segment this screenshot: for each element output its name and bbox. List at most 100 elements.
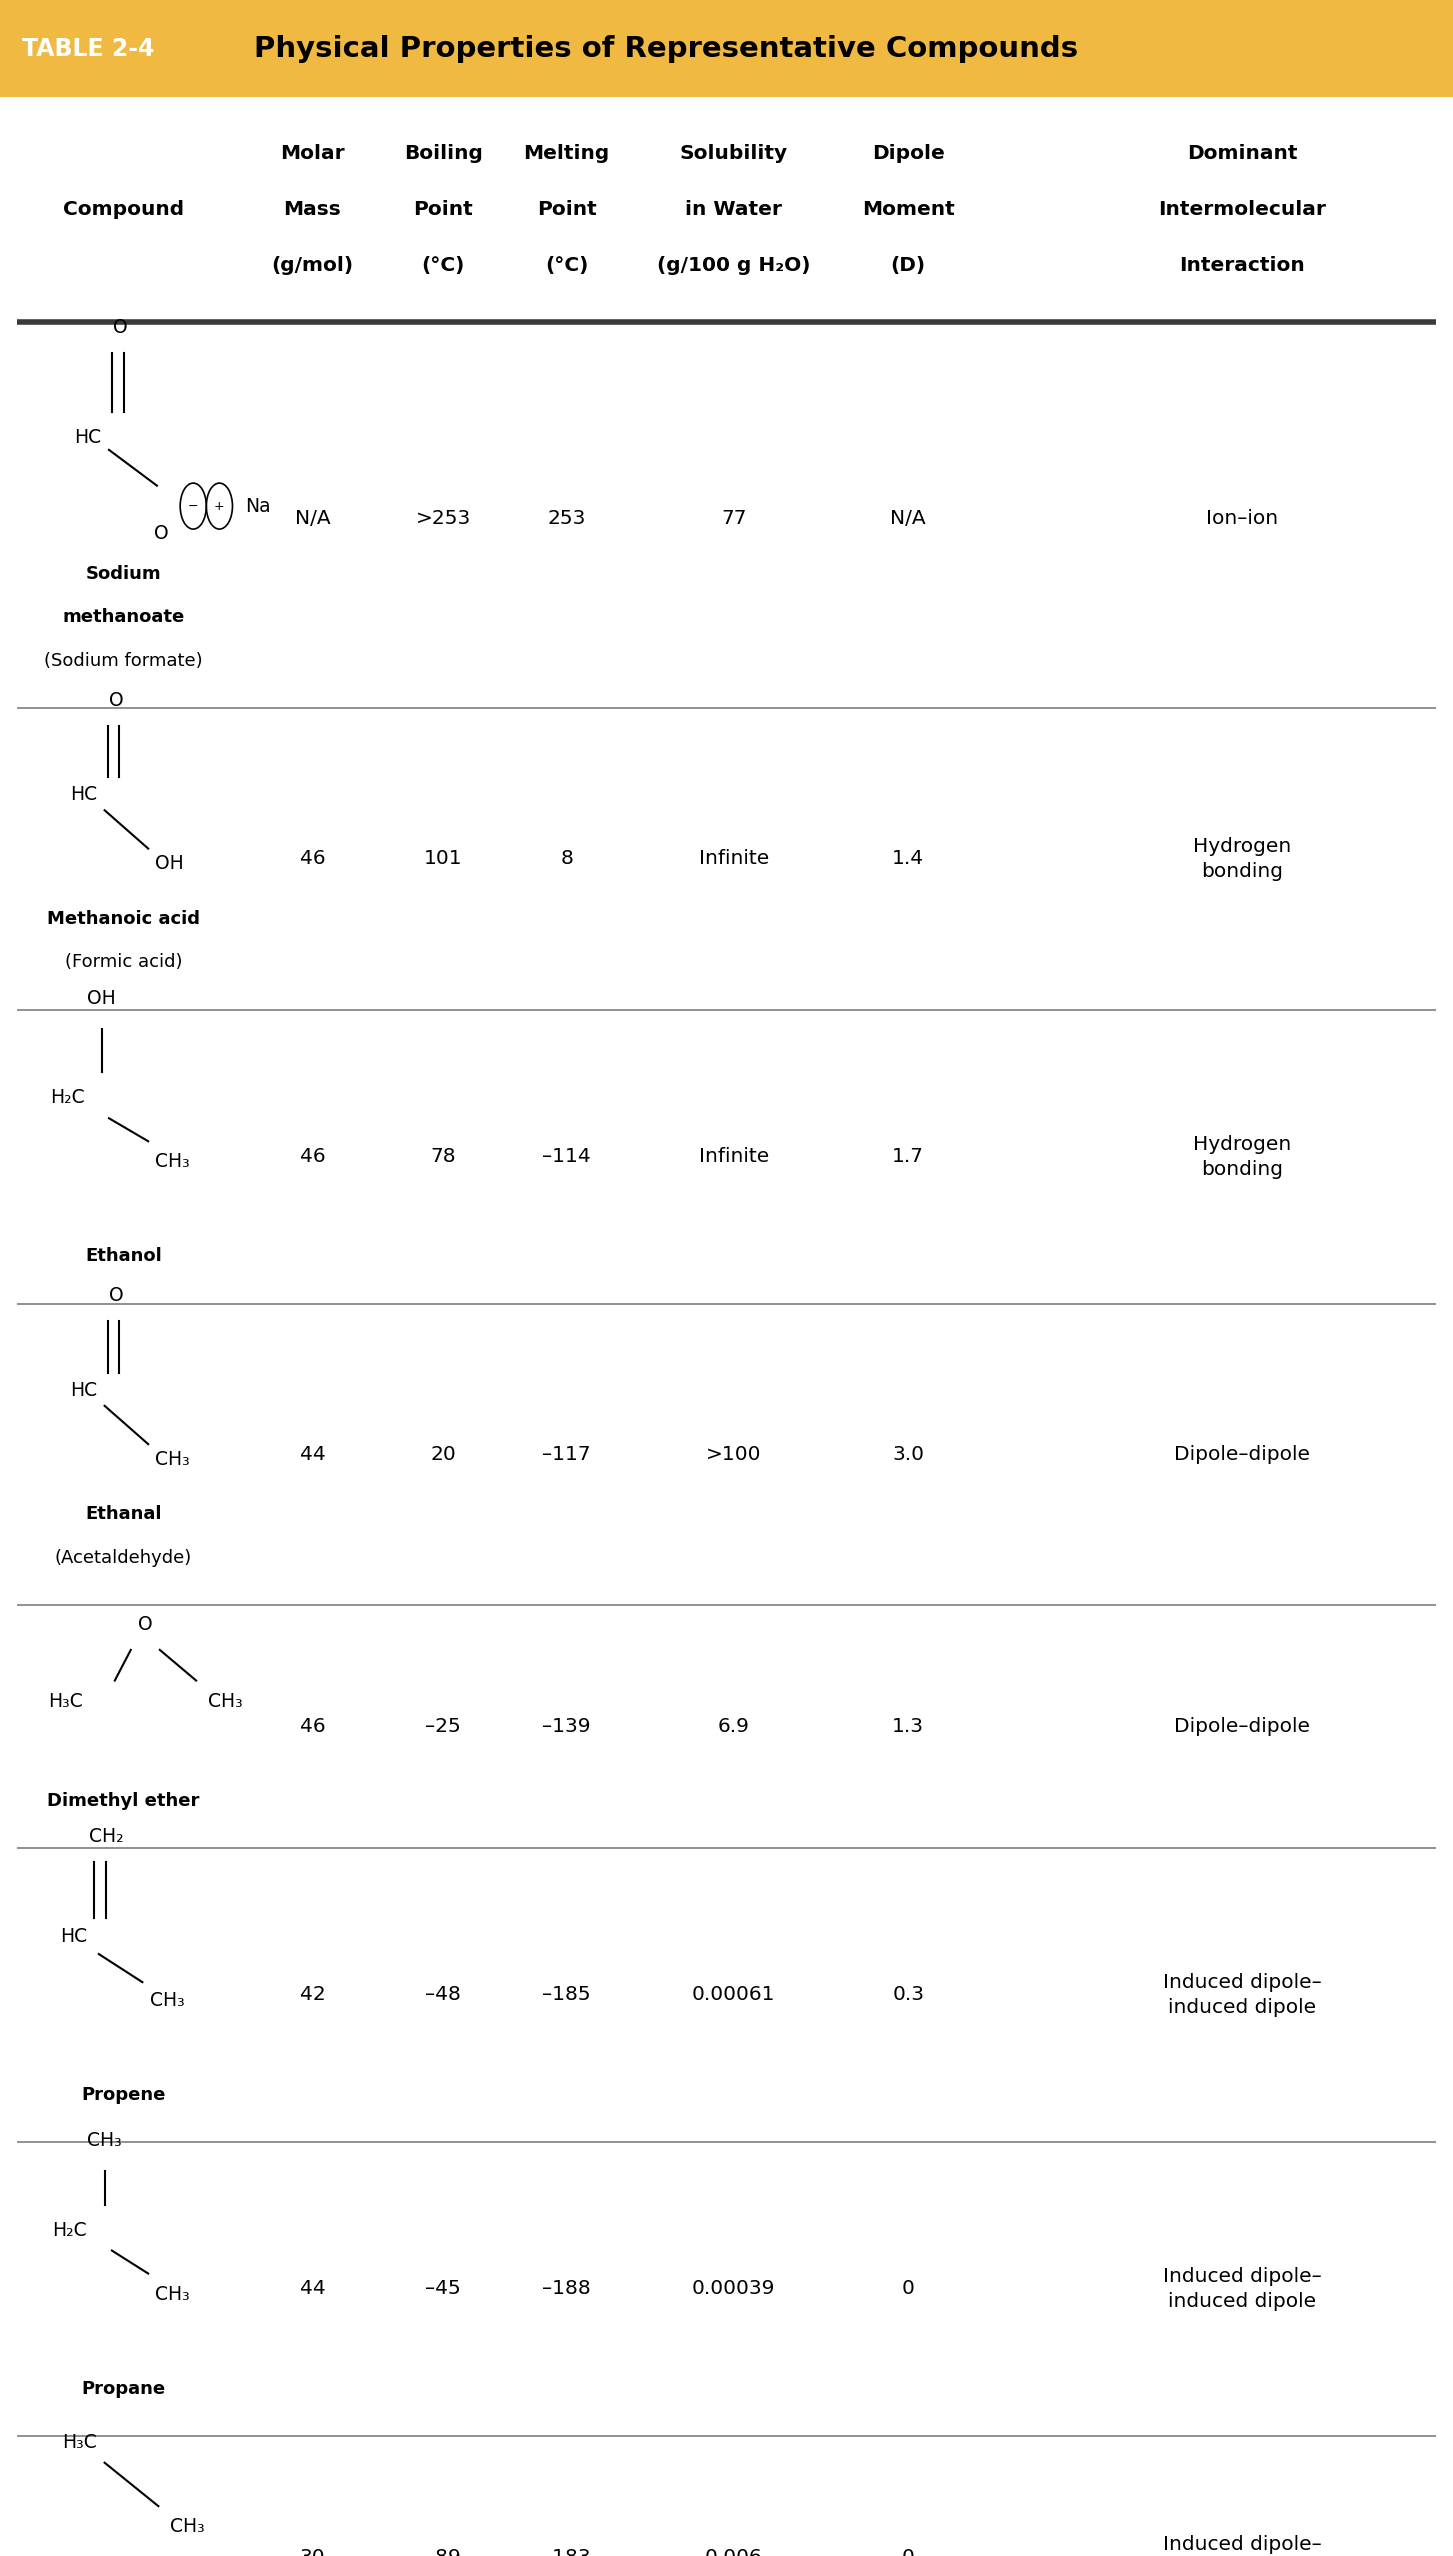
Text: H₃C: H₃C: [62, 2433, 97, 2451]
Text: (Sodium formate): (Sodium formate): [44, 652, 203, 670]
Text: 46: 46: [299, 1148, 325, 1166]
Text: N/A: N/A: [891, 509, 926, 529]
Text: Dipole–dipole: Dipole–dipole: [1174, 1718, 1311, 1736]
Text: CH₃: CH₃: [155, 2285, 190, 2303]
Text: 1.7: 1.7: [892, 1148, 924, 1166]
Text: H₃C: H₃C: [48, 1692, 83, 1710]
Text: CH₃: CH₃: [155, 1153, 190, 1171]
Text: CH₃: CH₃: [170, 2518, 205, 2536]
Text: methanoate: methanoate: [62, 608, 185, 626]
Text: Ethanal: Ethanal: [86, 1505, 161, 1523]
Text: 0.3: 0.3: [892, 1986, 924, 2004]
Text: (°C): (°C): [545, 256, 588, 276]
Text: Dimethyl ether: Dimethyl ether: [48, 1792, 199, 1810]
Text: 77: 77: [721, 509, 747, 529]
Text: OH: OH: [155, 854, 185, 874]
Text: 0.00061: 0.00061: [692, 1986, 776, 2004]
Text: 46: 46: [299, 849, 325, 869]
Text: Point: Point: [413, 199, 474, 220]
Text: O: O: [113, 317, 128, 337]
Text: –139: –139: [542, 1718, 591, 1736]
Text: TABLE 2-4: TABLE 2-4: [22, 36, 154, 61]
Text: >100: >100: [706, 1444, 761, 1465]
Text: 44: 44: [299, 2280, 325, 2298]
Text: N/A: N/A: [295, 509, 330, 529]
Text: CH₂: CH₂: [89, 1828, 124, 1845]
Text: 1.3: 1.3: [892, 1718, 924, 1736]
Text: 78: 78: [430, 1148, 456, 1166]
Text: CH₃: CH₃: [208, 1692, 243, 1710]
Text: Hydrogen
bonding: Hydrogen bonding: [1193, 836, 1292, 882]
Text: Infinite: Infinite: [699, 849, 769, 869]
Text: Interaction: Interaction: [1180, 256, 1305, 276]
Text: (Acetaldehyde): (Acetaldehyde): [55, 1549, 192, 1567]
Text: –188: –188: [542, 2280, 591, 2298]
Text: –45: –45: [426, 2280, 461, 2298]
Text: O: O: [154, 524, 169, 542]
Text: –114: –114: [542, 1148, 591, 1166]
Text: O: O: [109, 1286, 124, 1306]
Text: Ion–ion: Ion–ion: [1206, 509, 1279, 529]
Text: H₂C: H₂C: [52, 2221, 87, 2239]
Text: (D): (D): [891, 256, 926, 276]
Text: CH₃: CH₃: [155, 1449, 190, 1470]
Text: Melting: Melting: [523, 143, 610, 164]
Text: Methanoic acid: Methanoic acid: [46, 910, 201, 928]
Text: 46: 46: [299, 1718, 325, 1736]
Text: Infinite: Infinite: [699, 1148, 769, 1166]
Text: 101: 101: [424, 849, 462, 869]
Text: 253: 253: [548, 509, 586, 529]
Text: 0.00039: 0.00039: [692, 2280, 776, 2298]
Text: –117: –117: [542, 1444, 591, 1465]
Text: Na: Na: [246, 496, 272, 516]
Text: 8: 8: [561, 849, 572, 869]
Text: in Water: in Water: [686, 199, 782, 220]
Text: >253: >253: [416, 509, 471, 529]
Text: Induced dipole–
induced dipole: Induced dipole– induced dipole: [1162, 1973, 1322, 2017]
Text: 30: 30: [299, 2548, 325, 2556]
Text: (°C): (°C): [421, 256, 465, 276]
Text: +: +: [214, 498, 225, 514]
Text: Dipole: Dipole: [872, 143, 944, 164]
Text: Compound: Compound: [62, 199, 185, 220]
Text: HC: HC: [60, 1927, 87, 1945]
Text: Solubility: Solubility: [680, 143, 788, 164]
Text: H₂C: H₂C: [49, 1089, 84, 1107]
Text: –185: –185: [542, 1986, 591, 2004]
Text: Induced dipole–
induced dipole: Induced dipole– induced dipole: [1162, 2267, 1322, 2311]
Text: –183: –183: [542, 2548, 591, 2556]
Bar: [0, 0, 1453, 97]
Text: Ethanol: Ethanol: [86, 1247, 161, 1265]
Text: 6.9: 6.9: [718, 1718, 750, 1736]
Text: Dipole–dipole: Dipole–dipole: [1174, 1444, 1311, 1465]
Text: –25: –25: [426, 1718, 461, 1736]
Text: 0: 0: [902, 2548, 914, 2556]
Text: Induced dipole–
induced dipole: Induced dipole– induced dipole: [1162, 2536, 1322, 2556]
Text: −: −: [187, 498, 199, 514]
Text: CH₃: CH₃: [150, 1991, 185, 2009]
Text: (g/mol): (g/mol): [272, 256, 353, 276]
Text: O: O: [138, 1615, 153, 1633]
Text: Propene: Propene: [81, 2086, 166, 2104]
Text: Mass: Mass: [283, 199, 341, 220]
Text: Sodium: Sodium: [86, 565, 161, 583]
Text: Hydrogen
bonding: Hydrogen bonding: [1193, 1135, 1292, 1178]
Text: Intermolecular: Intermolecular: [1158, 199, 1327, 220]
Text: OH: OH: [87, 989, 116, 1007]
Text: Boiling: Boiling: [404, 143, 482, 164]
Text: HC: HC: [70, 1380, 97, 1401]
Text: Physical Properties of Representative Compounds: Physical Properties of Representative Co…: [254, 36, 1078, 61]
Text: Moment: Moment: [862, 199, 955, 220]
Text: O: O: [109, 690, 124, 711]
Text: 20: 20: [430, 1444, 456, 1465]
Text: CH₃: CH₃: [87, 2132, 122, 2150]
Text: Point: Point: [536, 199, 597, 220]
Text: 3.0: 3.0: [892, 1444, 924, 1465]
Text: Propane: Propane: [81, 2380, 166, 2398]
Text: –89: –89: [426, 2548, 461, 2556]
Text: 44: 44: [299, 1444, 325, 1465]
Text: (Formic acid): (Formic acid): [65, 953, 182, 971]
Text: 0.006: 0.006: [705, 2548, 763, 2556]
Text: Dominant: Dominant: [1187, 143, 1298, 164]
Text: –48: –48: [426, 1986, 461, 2004]
